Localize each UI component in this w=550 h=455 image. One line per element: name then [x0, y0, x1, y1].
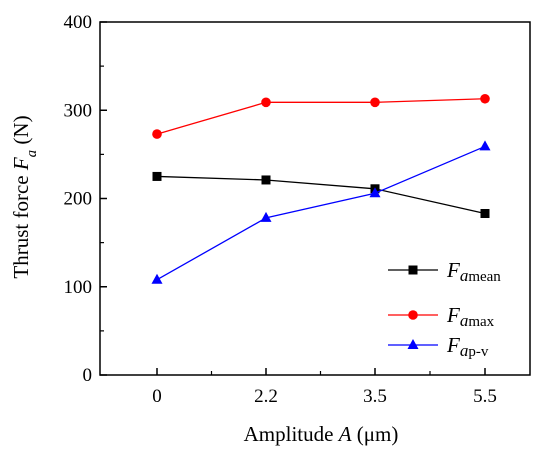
data-point [370, 97, 380, 108]
legend-item-p-v: Fap-v [388, 333, 489, 360]
y-axis-title: Thrust force Fa (N) [9, 115, 40, 278]
legend-marker [408, 265, 418, 275]
series-mean [152, 171, 490, 219]
y-tick-label: 300 [64, 100, 93, 121]
data-point [152, 129, 162, 139]
series-line [156, 175, 486, 215]
series-p-v [151, 140, 491, 284]
series-layer [151, 93, 491, 284]
y-tick-label: 100 [64, 277, 93, 298]
data-point [261, 175, 271, 185]
legend-marker [407, 339, 419, 349]
legend-label: Fap-v [446, 333, 489, 360]
series-max [152, 93, 490, 139]
legend-label: Famean [446, 258, 501, 285]
x-axis-title: Amplitude A (μm) [244, 422, 399, 446]
data-point [260, 211, 272, 222]
x-tick-label: 5.5 [473, 386, 497, 407]
legend-label: Famax [446, 303, 495, 330]
data-point [479, 140, 491, 151]
x-tick-label: 3.5 [363, 386, 387, 407]
series-line [156, 98, 486, 135]
data-point [152, 171, 162, 181]
data-point [480, 209, 490, 219]
series-line [156, 145, 486, 281]
y-tick-label: 0 [83, 365, 93, 386]
axes: 0 100 200 300 400 0 2.2 3.5 5.5 [64, 12, 531, 407]
data-point [151, 273, 163, 284]
data-point [369, 187, 381, 198]
legend-item-max: Famax [388, 303, 495, 330]
legend-item-mean: Famean [388, 258, 501, 285]
data-point [480, 93, 490, 104]
x-tick-label: 0 [152, 386, 162, 407]
legend: Famean Famax Fap-v [388, 258, 501, 360]
data-point [261, 97, 271, 108]
x-tick-label: 2.2 [254, 386, 278, 407]
legend-marker [408, 310, 418, 320]
y-tick-label: 400 [64, 12, 93, 33]
y-tick-label: 200 [64, 189, 93, 210]
